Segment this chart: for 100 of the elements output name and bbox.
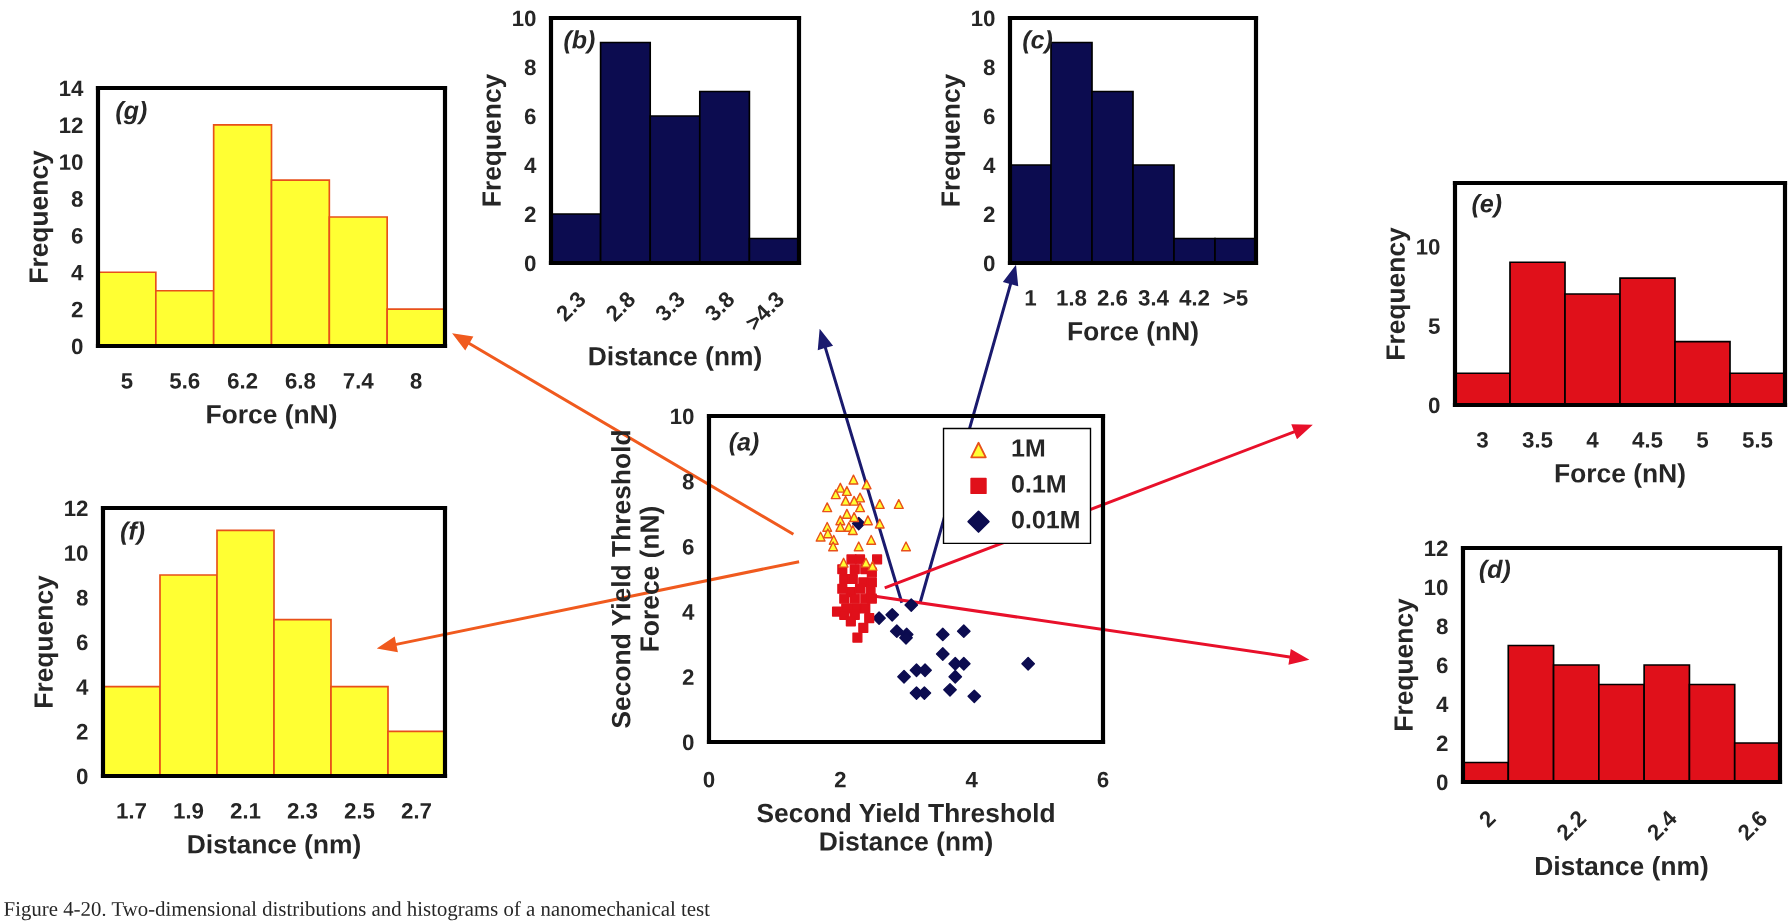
x-tick-label: 4.5 (1632, 432, 1663, 448)
x-tick-label: 4.2 (1179, 289, 1210, 306)
x-tick-label: 6.2 (227, 372, 258, 389)
x-axis-title: Second Yield Threshold Distance (nm) (757, 802, 1054, 857)
y-tick-label: 12 (1425, 540, 1448, 557)
x-tick-label: >5 (1223, 290, 1248, 306)
y-tick-label: 6 (76, 634, 88, 651)
y-tick-label: 6 (682, 538, 694, 555)
y-axis-title: Frequency (941, 73, 966, 206)
x-tick-label: 2.5 (344, 802, 375, 819)
x-axis-title: Distance (nm) (188, 834, 360, 859)
y-axis-title: Frequency (34, 575, 59, 707)
x-tick-label: 2.2 (1555, 809, 1587, 842)
x-tick-label: 1.8 (1057, 289, 1087, 306)
y-axis-title: Second Yield Threshold Forece (nN) (611, 431, 665, 728)
legend-label: 0.01M (1012, 510, 1079, 529)
y-tick-label: 4 (682, 604, 695, 620)
x-axis-title: Force (nN) (1068, 321, 1198, 346)
y-tick-label: 10 (972, 10, 995, 27)
x-axis-title: Distance (nm) (1536, 855, 1708, 881)
x-tick-label: 2 (834, 771, 846, 788)
y-tick-label: 12 (65, 500, 88, 517)
x-tick-label: 2.3 (554, 290, 587, 323)
legend-label: 1M (1012, 439, 1045, 457)
y-tick-label: 10 (60, 154, 83, 170)
y-tick-label: 8 (1436, 618, 1448, 635)
x-axis-title: Force (nN) (1555, 463, 1685, 488)
y-tick-label: 8 (71, 191, 83, 207)
x-tick-label: 2.3 (287, 802, 318, 819)
y-tick-label: 0 (983, 255, 995, 272)
y-tick-label: 14 (60, 80, 84, 97)
legend-label: 0.1M (1012, 474, 1065, 493)
x-tick-label: 1.9 (174, 802, 204, 819)
x-tick-label: 6 (1097, 771, 1109, 788)
y-tick-label: 6 (1436, 657, 1448, 674)
x-tick-label: 6.8 (285, 372, 316, 389)
x-tick-label: 3.8 (703, 290, 736, 323)
annotation: (d) (1479, 559, 1511, 583)
y-tick-label: 8 (524, 59, 536, 76)
y-tick-label: 5 (1428, 318, 1440, 334)
y-tick-label: 10 (671, 408, 694, 425)
x-axis-title: Distance (nm) (589, 346, 761, 371)
y-axis-title: Frequency (29, 150, 54, 282)
y-tick-label: 0 (524, 255, 536, 272)
y-tick-label: 10 (1425, 579, 1448, 596)
annotation: (f) (121, 521, 145, 545)
y-tick-label: 4 (76, 679, 89, 695)
y-tick-label: 6 (71, 227, 83, 244)
y-tick-label: 4 (983, 157, 996, 174)
y-tick-label: 10 (1417, 238, 1440, 255)
y-tick-label: 8 (983, 59, 995, 76)
caption: Figure 4-20. Two-dimensional distributions and histograms of a nanomechanical test (4, 901, 710, 921)
x-tick-label: 2.7 (401, 802, 431, 819)
y-tick-label: 0 (71, 338, 83, 355)
y-tick-label: 12 (60, 117, 83, 133)
x-tick-label: 0 (703, 771, 715, 788)
y-tick-label: 2 (1436, 735, 1448, 752)
y-axis-title: Frequency (1394, 598, 1419, 730)
x-tick-label: 3 (1476, 431, 1488, 448)
x-axis-title: Force (nN) (207, 404, 337, 429)
x-tick-label: 4 (1586, 432, 1599, 448)
y-tick-label: 8 (682, 473, 694, 490)
y-tick-label: 6 (524, 108, 536, 125)
y-tick-label: 2 (983, 206, 995, 223)
x-tick-label: 8 (410, 372, 422, 389)
y-tick-label: 4 (71, 265, 84, 281)
x-tick-label: 4 (965, 771, 978, 788)
y-tick-label: 10 (513, 10, 536, 27)
x-tick-label: 5.5 (1742, 432, 1773, 448)
annotation: (b) (564, 30, 595, 54)
y-tick-label: 2 (682, 669, 694, 685)
x-tick-label: 2 (1477, 809, 1497, 828)
x-tick-label: 1 (1025, 290, 1037, 306)
x-tick-label: 2.8 (604, 290, 637, 323)
x-tick-label: 3.3 (653, 290, 686, 323)
annotation: (c) (1023, 30, 1053, 54)
y-tick-label: 10 (65, 545, 88, 561)
x-tick-label: 5 (1697, 432, 1709, 448)
annotation: (a) (729, 432, 759, 456)
y-tick-label: 2 (76, 723, 88, 740)
x-tick-label: 1.7 (117, 803, 146, 819)
y-tick-label: 0 (682, 734, 694, 751)
y-tick-label: 8 (76, 589, 88, 606)
x-tick-label: 3.5 (1522, 431, 1553, 448)
x-tick-label: 2.6 (1097, 289, 1128, 306)
x-tick-label: 3.4 (1138, 289, 1169, 306)
y-tick-label: 4 (524, 157, 537, 174)
y-tick-label: 4 (1436, 696, 1449, 713)
annotation: (e) (1472, 194, 1502, 218)
y-tick-label: 2 (524, 206, 536, 223)
x-tick-label: 2.4 (1645, 808, 1679, 842)
x-tick-label: 7.4 (343, 373, 374, 389)
y-tick-label: 0 (1428, 397, 1440, 414)
x-tick-label: 2.1 (230, 802, 261, 819)
x-tick-label: 5.6 (169, 372, 200, 389)
y-tick-label: 6 (983, 108, 995, 125)
y-axis-title: Frequency (482, 73, 507, 206)
x-tick-label: 5 (121, 373, 133, 389)
y-axis-title: Frequency (1386, 227, 1411, 359)
x-tick-label: 2.6 (1736, 809, 1769, 842)
